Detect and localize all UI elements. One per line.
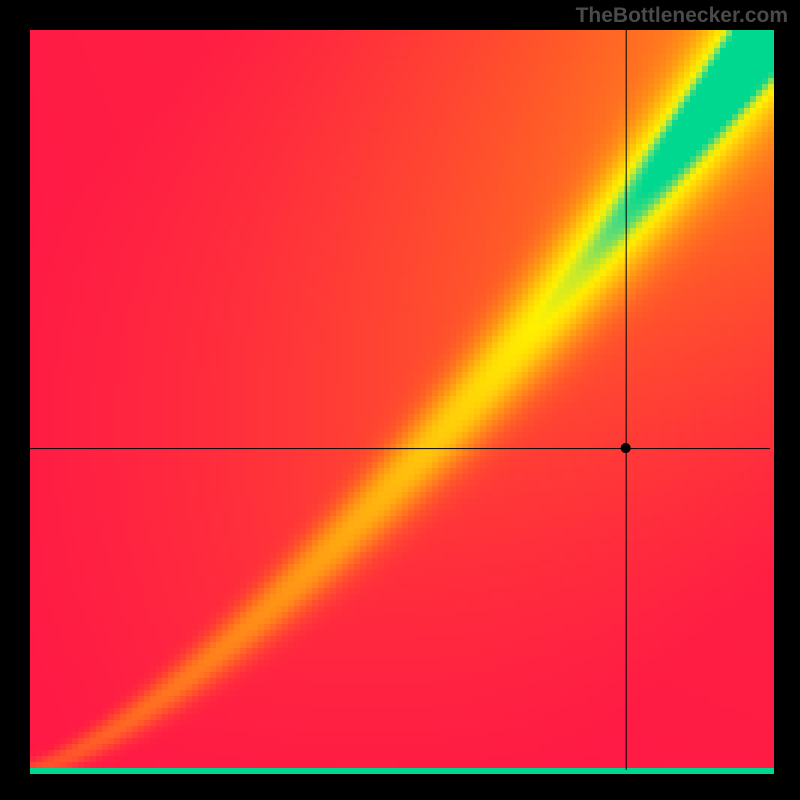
watermark-text: TheBottlenecker.com xyxy=(576,4,788,28)
heatmap-canvas xyxy=(0,0,800,800)
